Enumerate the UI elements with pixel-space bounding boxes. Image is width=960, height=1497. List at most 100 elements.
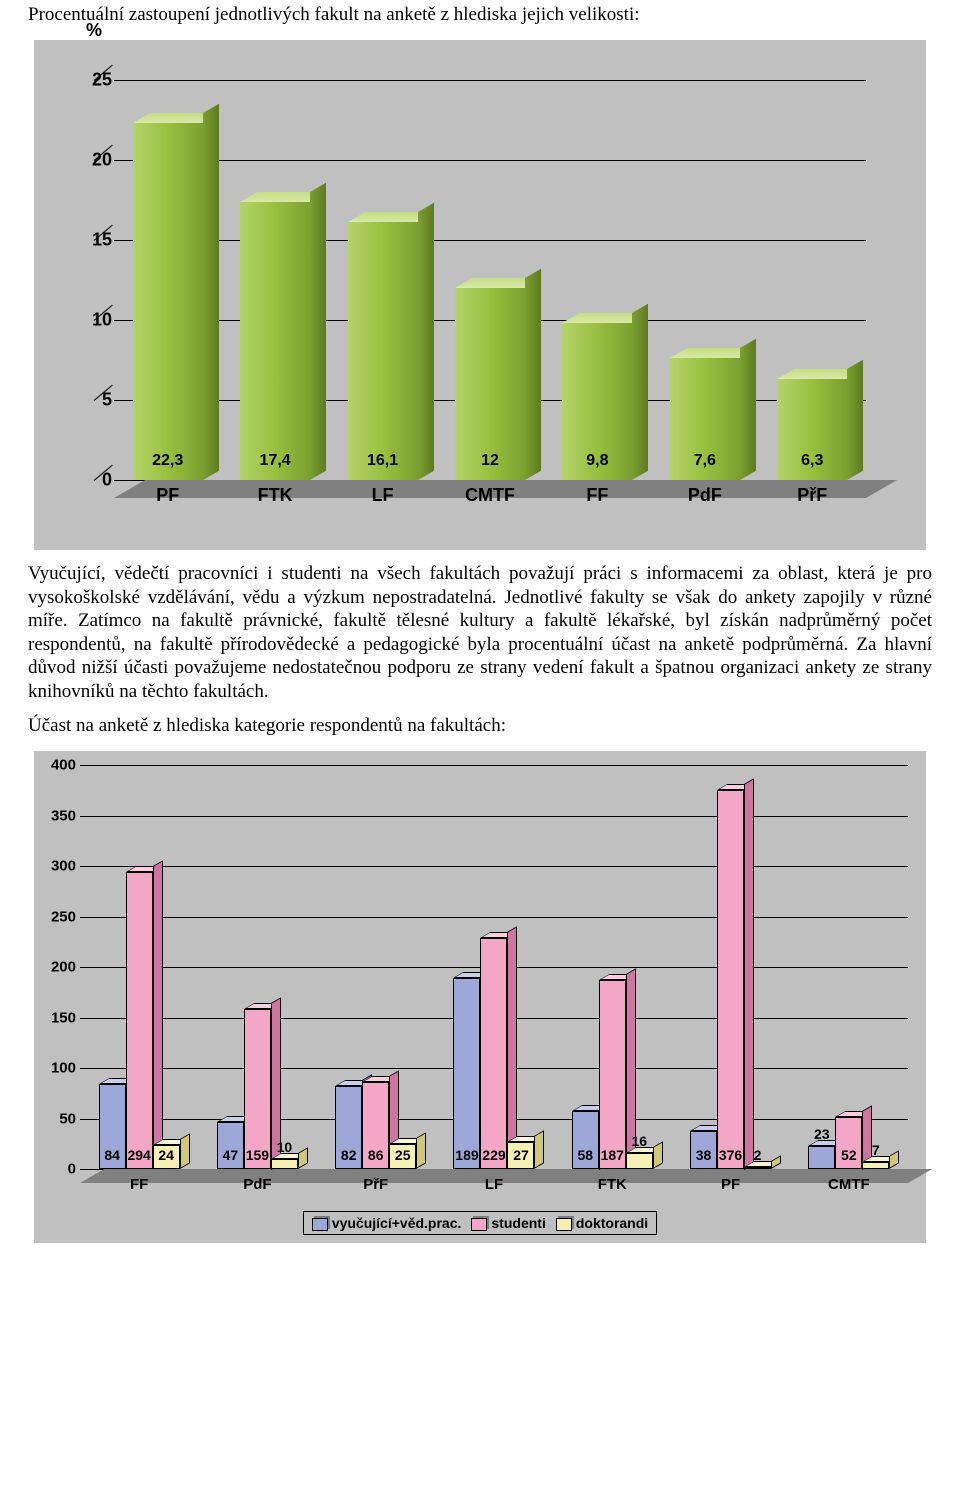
chart2-bar: 7 <box>862 1162 889 1169</box>
chart2-bar: 159 <box>244 1009 271 1170</box>
chart2-plot: 0501001502002503003504008429424471591082… <box>80 765 908 1205</box>
chart2-bar: 10 <box>271 1159 298 1169</box>
chart1-value-label: 6,3 <box>777 452 847 470</box>
chart2-value-label: 82 <box>335 1147 362 1163</box>
chart1-bar: 9,8 <box>562 323 632 480</box>
chart2-ytick: 100 <box>46 1060 76 1077</box>
chart2-value-label: 84 <box>99 1147 126 1163</box>
chart2-bar: 24 <box>153 1145 180 1169</box>
chart1-xtick: PřF <box>797 485 827 506</box>
chart2-value-label: 23 <box>808 1126 835 1142</box>
chart1-ytick: 25 <box>88 70 112 91</box>
chart2-legend-item: doktorandi <box>556 1215 648 1231</box>
chart2-group: 5818716 <box>572 980 653 1169</box>
chart1: % 051015202522,317,416,1129,87,66,3PFFTK… <box>34 40 926 550</box>
chart2-group: 38376 2 <box>690 790 771 1170</box>
chart1-ytick: 20 <box>88 150 112 171</box>
chart2-value-label: 47 <box>217 1147 244 1163</box>
chart1-y-unit: % <box>86 20 102 41</box>
chart1-xtick: CMTF <box>465 485 515 506</box>
chart1-xtick: FF <box>586 485 608 506</box>
chart2-bar: 58 <box>572 1111 599 1170</box>
chart1-bar: 6,3 <box>777 379 847 480</box>
chart2-value-label: 229 <box>480 1147 507 1163</box>
chart1-xtick: LF <box>372 485 394 506</box>
chart2-bar: 84 <box>99 1084 126 1169</box>
chart2-ytick: 350 <box>46 807 76 824</box>
chart2-bar: 189 <box>453 978 480 1169</box>
chart1-ytick: 5 <box>88 390 112 411</box>
chart2-container: 0501001502002503003504008429424471591082… <box>34 751 926 1243</box>
chart2-legend-item: studenti <box>471 1215 545 1231</box>
chart2-group: 23527 <box>808 1117 889 1170</box>
chart2-value-label: 38 <box>690 1147 717 1163</box>
paragraph-1: Vyučující, vědečtí pracovníci i studenti… <box>28 562 932 703</box>
chart1-bar: 17,4 <box>240 202 310 480</box>
chart2-group: 828625 <box>335 1082 416 1169</box>
chart2-bar: 23 <box>808 1146 835 1169</box>
chart2-bar: 294 <box>126 872 153 1169</box>
chart1-value-label: 12 <box>455 452 525 470</box>
chart2-value-label: 187 <box>599 1147 626 1163</box>
chart1-ytick: 10 <box>88 310 112 331</box>
chart2-value-label: 27 <box>507 1147 534 1163</box>
chart2-ytick: 400 <box>46 757 76 774</box>
chart2-xtick: FF <box>130 1176 148 1193</box>
chart2-value-label: 25 <box>389 1147 416 1163</box>
chart2-xtick: PdF <box>243 1176 271 1193</box>
chart2-bar: 16 <box>626 1153 653 1169</box>
chart1-bar: 22,3 <box>133 123 203 480</box>
chart1-xtick: PF <box>156 485 179 506</box>
chart2-ytick: 0 <box>46 1161 76 1178</box>
page-title-1: Procentuální zastoupení jednotlivých fak… <box>28 4 932 26</box>
chart2-value-label: 189 <box>453 1147 480 1163</box>
chart2-group: 18922927 <box>453 938 534 1169</box>
chart2-legend-item: vyučující+věd.prac. <box>312 1215 462 1231</box>
chart2-value-label: 24 <box>153 1147 180 1163</box>
subtitle-2: Účast na anketě z hlediska kategorie res… <box>28 715 932 737</box>
chart2-value-label: 7 <box>862 1142 889 1158</box>
chart2-bar: 82 <box>335 1086 362 1169</box>
chart2-bar: 86 <box>362 1082 389 1169</box>
chart2-ytick: 150 <box>46 1009 76 1026</box>
chart2-value-label: 52 <box>835 1147 862 1163</box>
chart2-bar: 47 <box>217 1122 244 1169</box>
chart2-xtick: FTK <box>598 1176 627 1193</box>
chart1-ytick: 0 <box>88 470 112 491</box>
chart2-group: 4715910 <box>217 1009 298 1170</box>
chart2-value-label: 58 <box>572 1147 599 1163</box>
chart1-plot: 051015202522,317,416,1129,87,66,3PFFTKLF… <box>74 80 866 540</box>
chart2-legend: vyučující+věd.prac. studenti doktorandi <box>303 1211 657 1235</box>
chart1-value-label: 7,6 <box>670 452 740 470</box>
chart1-value-label: 17,4 <box>240 452 310 470</box>
chart2-value-label: 294 <box>126 1147 153 1163</box>
chart2-ytick: 300 <box>46 858 76 875</box>
chart1-value-label: 16,1 <box>348 452 418 470</box>
chart2-bar: 2 <box>744 1167 771 1169</box>
chart1-ytick: 15 <box>88 230 112 251</box>
chart2-xtick: CMTF <box>828 1176 870 1193</box>
chart1-bar: 16,1 <box>348 222 418 480</box>
chart1-container: % 051015202522,317,416,1129,87,66,3PFFTK… <box>34 40 926 550</box>
chart2-bar: 376 <box>717 790 744 1170</box>
chart1-xtick: FTK <box>258 485 293 506</box>
chart2-value-label: 159 <box>244 1147 271 1163</box>
chart1-xtick: PdF <box>688 485 722 506</box>
chart2-bar: 25 <box>389 1144 416 1169</box>
chart2-value-label: 10 <box>271 1139 298 1155</box>
chart2-bar: 38 <box>690 1131 717 1169</box>
chart2-value-label: 376 <box>717 1147 744 1163</box>
chart2-xtick: LF <box>485 1176 503 1193</box>
chart2-ytick: 50 <box>46 1110 76 1127</box>
chart2-bar: 187 <box>599 980 626 1169</box>
chart2-bar: 52 <box>835 1117 862 1170</box>
chart1-bar: 7,6 <box>670 358 740 480</box>
chart2-bar: 27 <box>507 1142 534 1169</box>
chart2-xtick: PF <box>721 1176 740 1193</box>
chart2-group: 8429424 <box>99 872 180 1169</box>
chart2-ytick: 250 <box>46 908 76 925</box>
chart1-bar: 12 <box>455 288 525 480</box>
chart1-value-label: 9,8 <box>562 452 632 470</box>
chart1-value-label: 22,3 <box>133 452 203 470</box>
chart2-bar: 229 <box>480 938 507 1169</box>
